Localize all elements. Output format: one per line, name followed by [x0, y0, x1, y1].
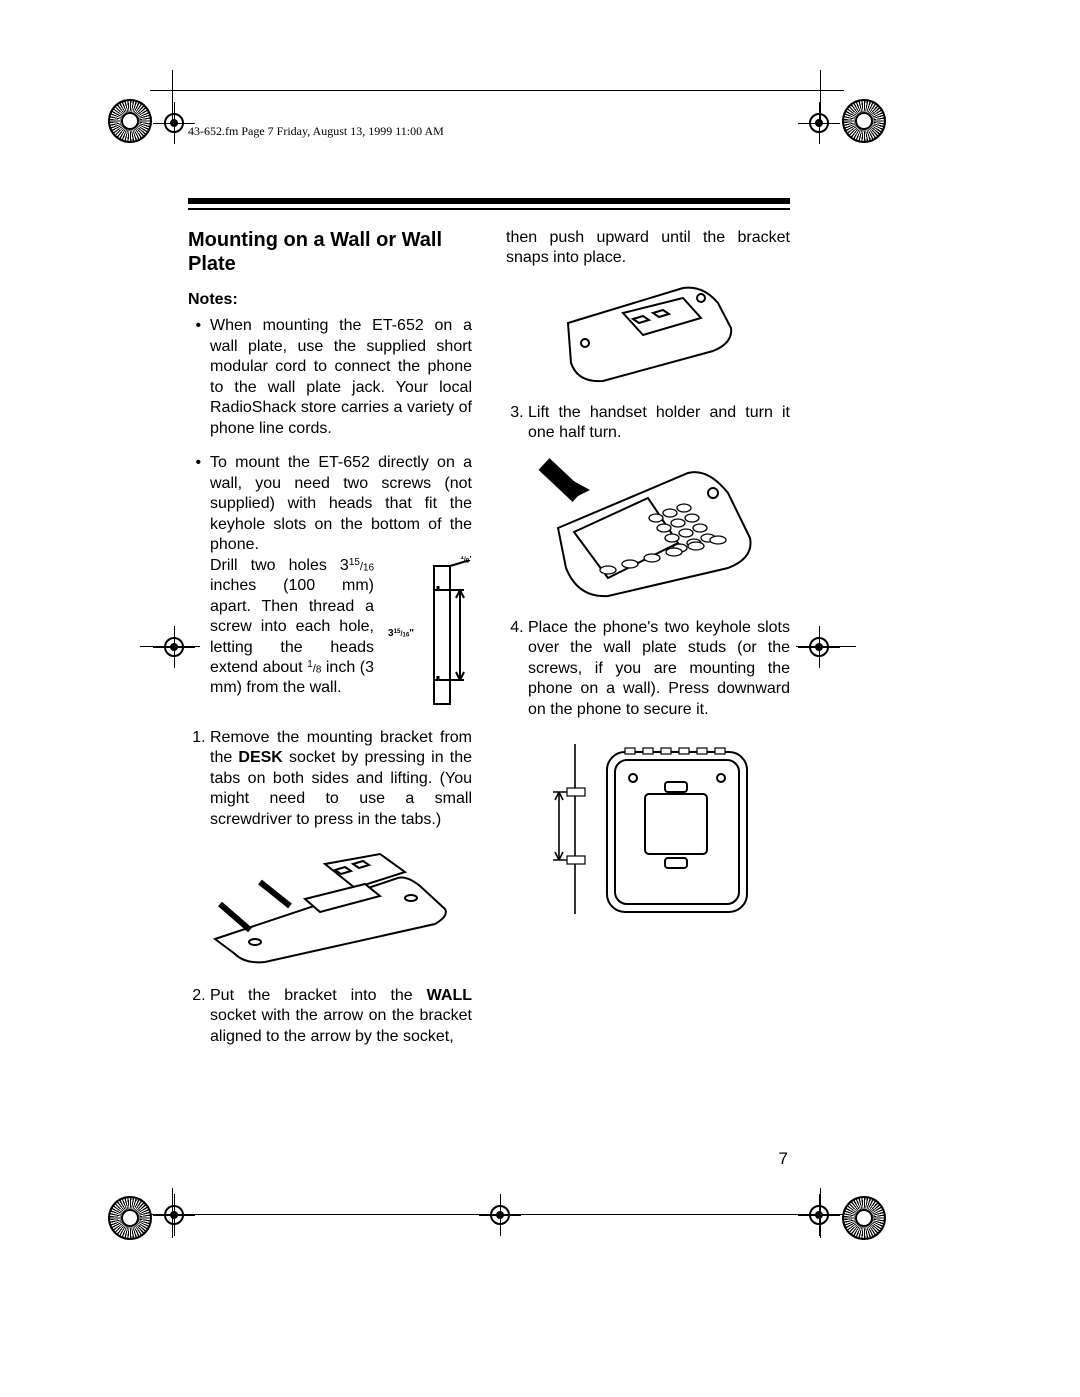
- wall-bracket-illustration-icon: [563, 283, 733, 383]
- reg-rosette-icon: [108, 1196, 152, 1240]
- column-left: Mounting on a Wall or Wall Plate Notes: …: [188, 228, 472, 1177]
- crop-line: [796, 646, 856, 647]
- notes-label: Notes:: [188, 290, 472, 310]
- page-number: 7: [779, 1149, 788, 1169]
- rule-thick: [188, 198, 790, 204]
- crop-line: [150, 90, 844, 91]
- section-heading: Mounting on a Wall or Wall Plate: [188, 228, 472, 276]
- reg-target-icon: [485, 1200, 515, 1230]
- rule-thin: [188, 208, 790, 210]
- reg-rosette-icon: [108, 99, 152, 143]
- steps-list-left-2: Put the bracket into the WALL socket wit…: [188, 984, 472, 1047]
- reg-target-icon: [804, 632, 834, 662]
- reg-rosette-icon: [842, 99, 886, 143]
- page-header-text: 43-652.fm Page 7 Friday, August 13, 1999…: [188, 124, 444, 139]
- step-2-continuation: then push upward until the bracket snaps…: [506, 228, 790, 269]
- note-item: When mounting the ET-652 on a wall plate…: [210, 316, 472, 439]
- steps-list-right: Lift the handset holder and turn it one …: [506, 403, 790, 444]
- note-item: To mount the ET-652 directly on a wall, …: [210, 453, 472, 713]
- step-4: Place the phone's two keyhole slots over…: [528, 618, 790, 720]
- crop-line: [172, 1188, 173, 1238]
- steps-list-left: Remove the mounting bracket from the DES…: [188, 728, 472, 830]
- handset-holder-illustration-icon: [538, 458, 758, 598]
- step-1: Remove the mounting bracket from the DES…: [210, 728, 472, 830]
- content-area: Mounting on a Wall or Wall Plate Notes: …: [188, 228, 790, 1177]
- crop-line: [172, 70, 173, 120]
- crop-line: [436, 1214, 566, 1215]
- step-3: Lift the handset holder and turn it one …: [528, 403, 790, 444]
- drill-top-label: 1/8": [460, 556, 472, 567]
- wall-mount-illustration-icon: [533, 734, 763, 924]
- note2-wrap: 1/8" 315/16" Drill two holes 315/16 inch…: [210, 556, 472, 714]
- steps-list-right-2: Place the phone's two keyhole slots over…: [506, 618, 790, 720]
- crop-line: [140, 646, 200, 647]
- crop-line: [820, 1188, 821, 1238]
- note2-intro: To mount the ET-652 directly on a wall, …: [210, 454, 472, 553]
- page-root: 43-652.fm Page 7 Friday, August 13, 1999…: [0, 0, 1080, 1397]
- reg-rosette-icon: [842, 1196, 886, 1240]
- reg-target-icon: [159, 108, 189, 138]
- reg-target-icon: [804, 108, 834, 138]
- drill-mid-label: 315/16": [388, 628, 414, 641]
- crop-line: [820, 70, 821, 120]
- notes-list: When mounting the ET-652 on a wall plate…: [188, 316, 472, 713]
- reg-target-icon: [804, 1200, 834, 1230]
- reg-target-icon: [159, 1200, 189, 1230]
- column-right: then push upward until the bracket snaps…: [506, 228, 790, 1177]
- note2-drill-text: Drill two holes 315/16 inches (100 mm) a…: [210, 557, 374, 697]
- drill-spacing-diagram: 1/8" 315/16": [382, 560, 472, 710]
- desk-bracket-illustration-icon: [205, 844, 455, 964]
- step-2: Put the bracket into the WALL socket wit…: [210, 984, 472, 1047]
- reg-target-icon: [159, 632, 189, 662]
